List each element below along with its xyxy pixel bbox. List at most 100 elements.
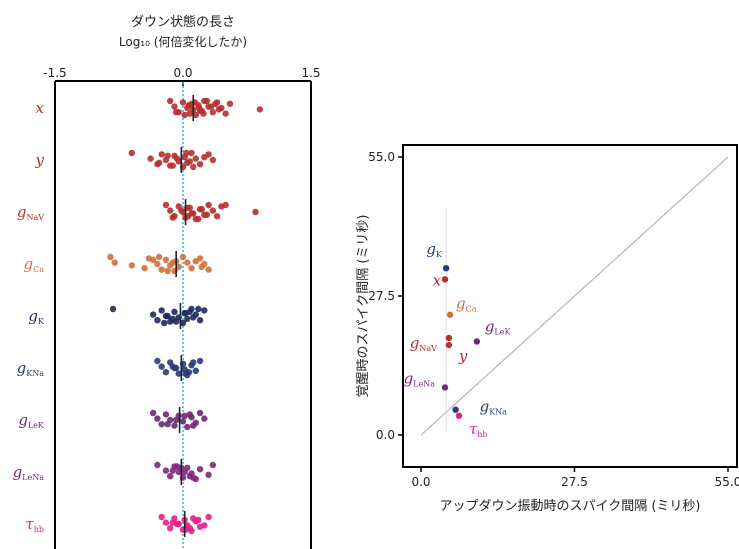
- right-x-tick-label: 27.5: [561, 475, 588, 489]
- data-point: [162, 256, 170, 263]
- scatter-point: [445, 341, 453, 349]
- scatter-point-label-main: g: [485, 317, 495, 335]
- data-point: [196, 409, 204, 417]
- data-point: [186, 308, 194, 315]
- data-point: [172, 416, 180, 424]
- row-label-sub: NaV: [26, 213, 44, 222]
- data-point: [195, 215, 202, 223]
- right-axis-frame: [402, 144, 738, 468]
- row-label: gLeK: [18, 411, 45, 430]
- data-point: [184, 423, 191, 431]
- data-point: [205, 266, 212, 273]
- data-point: [196, 161, 204, 168]
- right-chart-panel: [402, 144, 738, 468]
- data-point: [205, 201, 212, 209]
- data-point: [184, 315, 191, 322]
- scatter-point-label: gLeNa: [404, 369, 436, 388]
- data-point: [161, 319, 168, 327]
- data-point: [111, 259, 118, 266]
- scatter-point: [442, 265, 450, 272]
- row-label-sub: K: [38, 317, 45, 326]
- data-point: [179, 319, 187, 327]
- data-point: [184, 259, 191, 266]
- data-point: [196, 466, 204, 473]
- data-point: [201, 522, 208, 529]
- scatter-point-label-main: y: [458, 347, 468, 365]
- scatter-point-label-main: g: [456, 295, 466, 313]
- data-point: [195, 516, 202, 523]
- data-point: [192, 155, 199, 162]
- data-point: [192, 111, 199, 119]
- data-point: [186, 158, 194, 165]
- scatter-point-label-main: τ: [469, 420, 478, 438]
- data-point: [209, 156, 217, 164]
- data-point: [128, 149, 135, 157]
- data-point: [190, 474, 197, 481]
- row-label-main: g: [17, 203, 27, 221]
- right-y-tick-label: 55.0: [368, 150, 395, 164]
- data-point: [201, 415, 208, 422]
- data-point: [149, 256, 157, 263]
- row-label: gK: [28, 307, 45, 326]
- scatter-point: [441, 276, 449, 283]
- data-point: [171, 422, 178, 429]
- scatter-point-label-main: x: [433, 271, 442, 289]
- data-point: [190, 210, 197, 217]
- data-point: [154, 317, 161, 324]
- data-point: [212, 100, 219, 108]
- data-point: [188, 265, 195, 272]
- scatter-point-label: τhb: [469, 420, 488, 439]
- data-point: [162, 369, 170, 376]
- data-point: [185, 102, 193, 109]
- scatter-point-label: gK: [426, 240, 443, 259]
- data-point: [181, 310, 188, 317]
- data-point: [190, 163, 197, 171]
- data-point: [162, 467, 170, 474]
- data-point: [179, 253, 187, 261]
- scatter-point: [452, 406, 459, 413]
- data-point: [167, 473, 174, 480]
- scatter-point: [446, 311, 454, 318]
- data-point: [182, 370, 189, 377]
- row-label-main: g: [18, 411, 28, 429]
- data-point: [154, 357, 161, 365]
- scatter-point-label: x: [433, 271, 442, 289]
- scatter-point-label-sub: KNa: [489, 408, 507, 417]
- data-point: [169, 214, 176, 221]
- right-y-tick-label: 27.5: [368, 289, 395, 303]
- data-point: [178, 207, 185, 214]
- data-point: [195, 305, 202, 313]
- row-label-main: g: [17, 359, 27, 377]
- scatter-point-label-main: g: [426, 240, 436, 258]
- identity-diagonal-line: [420, 156, 729, 436]
- left-x-tick-label: 0.0: [173, 66, 192, 80]
- data-point: [209, 461, 217, 469]
- data-point: [201, 307, 208, 314]
- data-point: [190, 314, 197, 321]
- data-point: [179, 99, 187, 106]
- data-point: [190, 422, 197, 429]
- data-point: [198, 206, 205, 213]
- data-point: [147, 155, 154, 162]
- scatter-point-label-sub: LeK: [494, 327, 511, 336]
- data-point: [154, 415, 161, 422]
- right-x-tick-label: 55.0: [715, 475, 739, 489]
- data-point: [158, 513, 165, 521]
- scatter-point: [473, 338, 481, 345]
- row-label-sub: LeNa: [22, 473, 44, 482]
- data-point: [172, 364, 180, 372]
- row-label-main: y: [35, 151, 45, 169]
- row-label-sub: LeK: [28, 421, 45, 430]
- row-label: gLeNa: [13, 463, 45, 482]
- left-x-tick-label: -1.5: [43, 66, 66, 80]
- data-point: [205, 471, 212, 478]
- data-point: [222, 110, 229, 117]
- data-point: [107, 253, 114, 261]
- data-point: [179, 418, 187, 425]
- scatter-point-label-sub: hb: [477, 430, 487, 439]
- scatter-point-label: y: [458, 347, 468, 365]
- data-point: [256, 106, 263, 113]
- data-point: [198, 263, 205, 270]
- data-point: [169, 259, 176, 266]
